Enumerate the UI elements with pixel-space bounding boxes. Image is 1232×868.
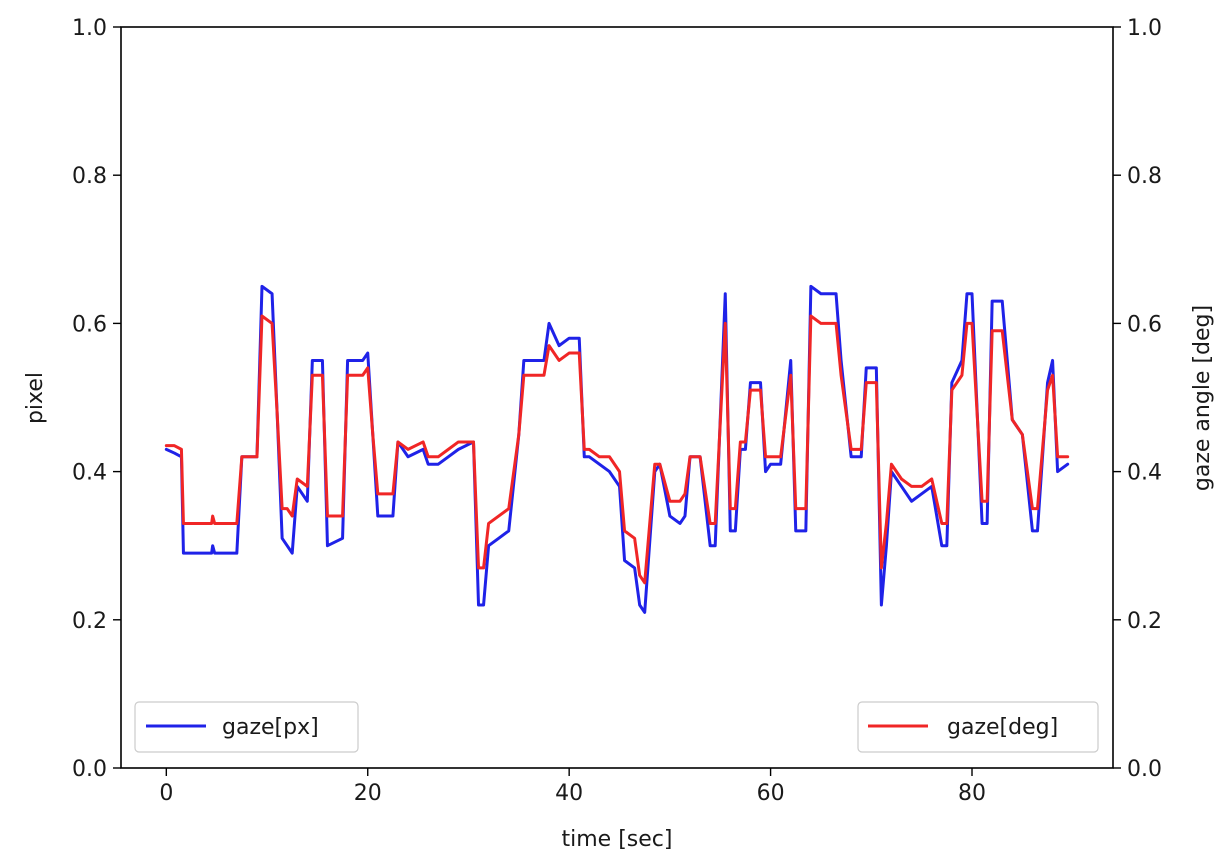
y-axis-label-right: gaze angle [deg]	[1190, 305, 1215, 491]
x-tick-label: 20	[354, 781, 382, 806]
y-tick-label-right: 0.2	[1127, 609, 1162, 634]
y-tick-label-left: 0.0	[72, 757, 107, 782]
plot-frame	[120, 26, 1114, 769]
x-tick-label: 0	[159, 781, 173, 806]
legend-left-box	[134, 701, 359, 753]
x-tick-label: 80	[958, 781, 986, 806]
x-tick-label: 40	[555, 781, 583, 806]
legend-left-label: gaze[px]	[222, 715, 319, 740]
y-tick-label-right: 0.0	[1127, 757, 1162, 782]
y-tick-label-right: 0.6	[1127, 312, 1162, 337]
y-tick-label-left: 1.0	[72, 16, 107, 41]
legend-left: gaze[px]	[134, 701, 359, 753]
x-tick-label: 60	[757, 781, 785, 806]
y-axis-label-left: pixel	[23, 372, 48, 424]
y-tick-label-right: 1.0	[1127, 16, 1162, 41]
series-line-gaze-px	[164, 284, 1070, 614]
y-tick-label-left: 0.6	[72, 312, 107, 337]
y-tick-label-left: 0.8	[72, 164, 107, 189]
y-tick-label-right: 0.4	[1127, 461, 1162, 486]
y-tick-label-left: 0.2	[72, 609, 107, 634]
y-axis-right: 0.0 0.2 0.4 0.6 0.8 1.0	[1113, 16, 1162, 782]
y-tick-label-right: 0.8	[1127, 164, 1162, 189]
legend-right-box	[857, 701, 1099, 753]
x-axis-label: time [sec]	[562, 827, 673, 852]
series-line-gaze-deg	[164, 314, 1070, 585]
x-axis: 0 20 40 60 80	[159, 768, 986, 806]
plot-lines	[164, 284, 1070, 614]
y-tick-label-left: 0.4	[72, 461, 107, 486]
y-axis-left: 0.0 0.2 0.4 0.6 0.8 1.0	[72, 16, 121, 782]
legend-right: gaze[deg]	[857, 701, 1099, 753]
legend-right-label: gaze[deg]	[947, 715, 1058, 740]
